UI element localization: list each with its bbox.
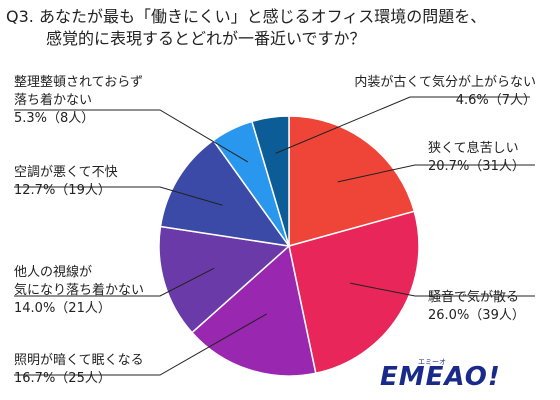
leader-line-noise bbox=[349, 282, 535, 297]
pie-slice-noise bbox=[288, 210, 420, 375]
pie-slice-interior bbox=[251, 115, 290, 247]
brand-logo-sub: エミーオ bbox=[418, 358, 446, 366]
label-aircon: 空調が悪くて不快 12.7%（19人） bbox=[14, 164, 118, 200]
label-noise-value: 26.0%（39人） bbox=[428, 308, 525, 323]
label-noise-text: 騒音で気が散る bbox=[428, 290, 520, 305]
label-tidy-text-2: 落ち着かない bbox=[14, 93, 93, 108]
label-gaze: 他人の視線が 気になり落ち着かない 14.0%（21人） bbox=[14, 264, 144, 318]
pie-slice-narrow bbox=[288, 115, 416, 247]
leader-line-narrow bbox=[337, 164, 535, 183]
label-narrow-value: 20.7%（31人） bbox=[428, 159, 525, 174]
leader-line-aircon bbox=[14, 186, 223, 206]
label-narrow-text: 狭くて息苦しい bbox=[428, 141, 519, 156]
leader-line-interior bbox=[275, 96, 530, 154]
pie-slice-lighting bbox=[190, 244, 317, 377]
pie-slice-gaze bbox=[158, 225, 291, 334]
label-aircon-value: 12.7%（19人） bbox=[14, 183, 111, 198]
pie-slice-aircon bbox=[159, 139, 291, 248]
chart-title: Q3. あなたが最も「働きにくい」と感じるオフィス環境の問題を、 感覚的に表現す… bbox=[6, 6, 554, 50]
title-line-2: 感覚的に表現するとどれが一番近いですか？ bbox=[46, 29, 366, 48]
label-lighting-value: 16.7%（25人） bbox=[14, 371, 111, 386]
label-tidy: 整理整頓されておらず 落ち着かない 5.3%（8人） bbox=[14, 74, 143, 128]
label-interior-text: 内装が古くて気分が上がらない bbox=[354, 75, 536, 90]
label-gaze-text-2: 気になり落ち着かない bbox=[14, 283, 145, 298]
label-gaze-text-1: 他人の視線が bbox=[14, 265, 93, 280]
label-tidy-text-1: 整理整頓されておらず bbox=[14, 75, 143, 90]
label-lighting-text: 照明が暗くて眠くなる bbox=[14, 353, 144, 368]
title-line-1: Q3. あなたが最も「働きにくい」と感じるオフィス環境の問題を、 bbox=[6, 7, 487, 26]
leader-line-lighting bbox=[14, 313, 267, 376]
label-tidy-value: 5.3%（8人） bbox=[14, 111, 95, 126]
label-lighting: 照明が暗くて眠くなる 16.7%（25人） bbox=[14, 352, 144, 388]
leader-lines bbox=[14, 96, 535, 376]
label-interior-value: 4.6%（7人） bbox=[455, 93, 536, 108]
label-narrow: 狭くて息苦しい 20.7%（31人） bbox=[428, 140, 525, 176]
brand-logo: EMEAO! bbox=[380, 362, 501, 392]
label-noise: 騒音で気が散る 26.0%（39人） bbox=[428, 289, 525, 325]
label-interior: 内装が古くて気分が上がらない 4.6%（7人） bbox=[322, 74, 536, 110]
pie-slices bbox=[158, 115, 420, 377]
leader-line-gaze bbox=[14, 267, 215, 297]
label-aircon-text: 空調が悪くて不快 bbox=[14, 165, 118, 180]
label-gaze-value: 14.0%（21人） bbox=[14, 301, 111, 316]
leader-line-tidy bbox=[14, 109, 249, 163]
